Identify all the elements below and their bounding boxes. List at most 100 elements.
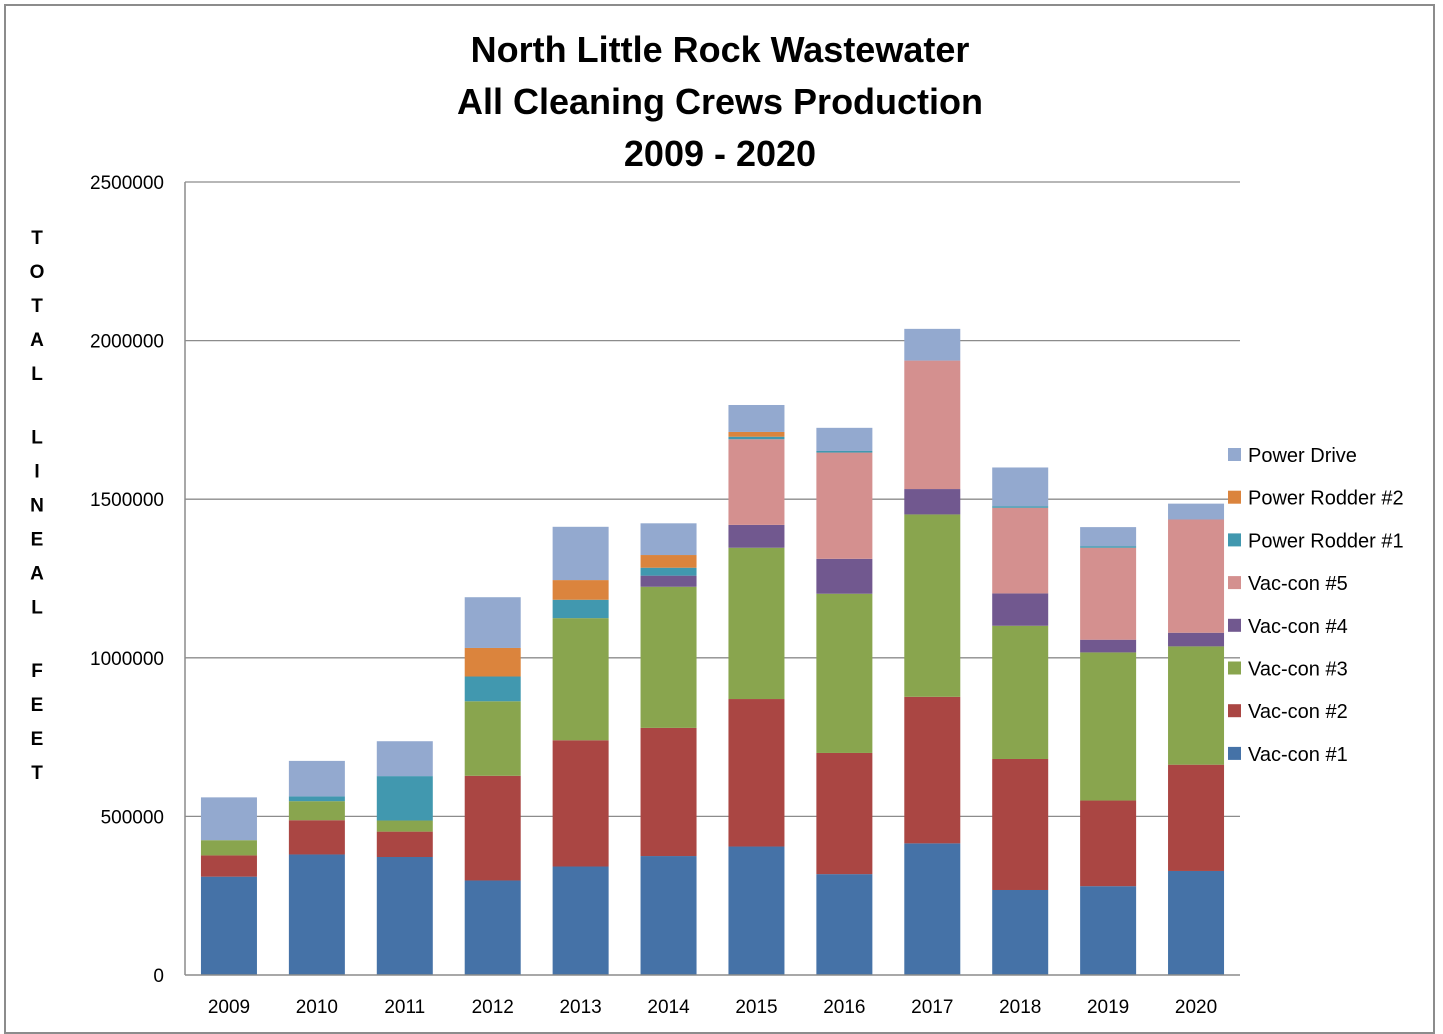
- bar-segment-power-drive: [1080, 527, 1137, 547]
- y-axis-label-char: L: [31, 428, 43, 449]
- bar-segment-vac-con-1: [1168, 870, 1225, 975]
- y-axis-label-char: A: [30, 564, 44, 585]
- bar-stack-2016: [816, 427, 873, 975]
- y-tick-label: 1000000: [90, 649, 164, 670]
- y-axis-label-char: L: [31, 598, 43, 619]
- x-tick-label: 2020: [1175, 997, 1217, 1018]
- bar-stack-2013: [552, 526, 609, 975]
- bar-stack-2012: [464, 597, 521, 975]
- y-axis-label-char: E: [31, 530, 44, 551]
- y-axis-label-char: F: [31, 661, 43, 682]
- x-tick-label: 2013: [559, 997, 601, 1018]
- bar-segment-vac-con-5: [816, 452, 873, 559]
- y-axis-label-char: E: [31, 695, 44, 716]
- bar-segment-vac-con-3: [1080, 652, 1137, 801]
- bar-segment-vac-con-2: [640, 727, 697, 857]
- bar-segment-vac-con-5: [992, 507, 1049, 594]
- bar-segment-power-rodder-1: [552, 599, 609, 619]
- bar-segment-vac-con-2: [904, 696, 961, 844]
- bar-segment-power-rodder-1: [464, 676, 521, 702]
- bar-segment-vac-con-1: [816, 874, 873, 975]
- legend-item: Vac-con #3: [1228, 659, 1348, 681]
- x-tick-label: 2015: [735, 997, 777, 1018]
- legend-label: Power Rodder #1: [1248, 530, 1404, 552]
- bar-segment-vac-con-3: [1168, 646, 1225, 765]
- bar-segment-vac-con-2: [1168, 764, 1225, 871]
- bar-segment-power-drive: [376, 741, 433, 777]
- chart-title-line-1: North Little Rock Wastewater: [471, 29, 970, 70]
- legend: Power Drive Power Rodder #2 Power Rodder #…: [1228, 445, 1404, 766]
- legend-label: Power Drive: [1248, 445, 1357, 467]
- bar-segment-power-drive: [464, 597, 521, 648]
- bar-segment-vac-con-2: [288, 820, 345, 855]
- bar-segment-vac-con-1: [376, 857, 433, 975]
- bar-segment-vac-con-4: [992, 593, 1049, 626]
- bar-stack-2020: [1168, 503, 1225, 975]
- bar-segment-power-rodder-1: [288, 796, 345, 802]
- bar-segment-vac-con-4: [728, 524, 785, 548]
- bar-stack-2014: [640, 523, 697, 975]
- x-tick-label: 2017: [911, 997, 953, 1018]
- bar-segment-vac-con-1: [992, 889, 1049, 975]
- y-axis-label-char: E: [31, 729, 44, 750]
- bar-segment-vac-con-4: [904, 489, 961, 515]
- bar-segment-power-drive: [992, 467, 1049, 507]
- bar-segment-vac-con-3: [640, 586, 697, 728]
- y-tick-label: 500000: [101, 807, 164, 828]
- bar-stack-2019: [1080, 527, 1137, 975]
- y-tick-label: 1500000: [90, 490, 164, 511]
- bar-segment-vac-con-1: [640, 856, 697, 975]
- bar-segment-vac-con-2: [992, 758, 1049, 890]
- legend-swatch: [1228, 746, 1241, 760]
- y-axis-label-char: N: [30, 496, 44, 517]
- bar-segment-vac-con-1: [200, 876, 257, 975]
- x-tick-label: 2009: [208, 997, 250, 1018]
- bar-segment-vac-con-2: [376, 831, 433, 858]
- y-axis-tick-labels: 0 500000 1000000 1500000 2000000 2500000: [90, 173, 164, 987]
- legend-swatch: [1228, 661, 1241, 675]
- bar-segment-vac-con-2: [552, 740, 609, 867]
- y-axis-label-char: O: [30, 262, 45, 283]
- y-axis-label-char: T: [31, 296, 43, 317]
- legend-swatch: [1228, 576, 1241, 590]
- bar-segment-vac-con-3: [464, 701, 521, 776]
- bar-stack-2011: [376, 741, 433, 975]
- bar-segment-power-drive: [904, 328, 961, 361]
- legend-item: Power Drive: [1228, 445, 1357, 467]
- x-tick-label: 2011: [384, 997, 425, 1018]
- y-tick-label: 2000000: [90, 332, 164, 353]
- legend-label: Power Rodder #2: [1248, 488, 1404, 510]
- bar-segment-vac-con-3: [376, 820, 433, 832]
- bar-segment-vac-con-4: [1168, 632, 1225, 647]
- legend-label: Vac-con #5: [1248, 573, 1348, 595]
- bar-segment-vac-con-1: [288, 854, 345, 975]
- bar-segment-power-rodder-1: [816, 450, 873, 453]
- axes: [184, 182, 1240, 976]
- bar-segment-vac-con-3: [200, 840, 257, 856]
- legend-label: Vac-con #3: [1248, 659, 1348, 681]
- bar-segment-power-drive: [728, 404, 785, 432]
- chart-title: North Little Rock Wastewater All Cleanin…: [457, 29, 983, 174]
- bar-segment-vac-con-1: [904, 843, 961, 975]
- y-axis-label-char: T: [31, 228, 43, 249]
- bar-segment-power-rodder-1: [376, 776, 433, 821]
- chart-title-line-3: 2009 - 2020: [624, 133, 816, 174]
- chart-title-line-2: All Cleaning Crews Production: [457, 81, 983, 122]
- bar-segment-vac-con-1: [552, 866, 609, 975]
- bar-segment-vac-con-1: [728, 846, 785, 975]
- bar-segment-vac-con-4: [640, 575, 697, 587]
- x-tick-label: 2014: [647, 997, 690, 1018]
- bar-segment-vac-con-2: [200, 855, 257, 877]
- bar-segment-power-drive: [816, 427, 873, 451]
- bar-segment-vac-con-3: [992, 625, 1049, 759]
- legend-swatch: [1228, 704, 1241, 718]
- legend-item: Vac-con #1: [1228, 744, 1348, 766]
- legend-item: Vac-con #5: [1228, 573, 1348, 595]
- bar-segment-vac-con-3: [552, 618, 609, 741]
- bar-segment-power-rodder-2: [464, 647, 521, 677]
- x-tick-label: 2016: [823, 997, 865, 1018]
- bar-segment-power-rodder-1: [1080, 546, 1137, 548]
- y-tick-label: 0: [153, 966, 164, 987]
- legend-label: Vac-con #4: [1248, 616, 1348, 638]
